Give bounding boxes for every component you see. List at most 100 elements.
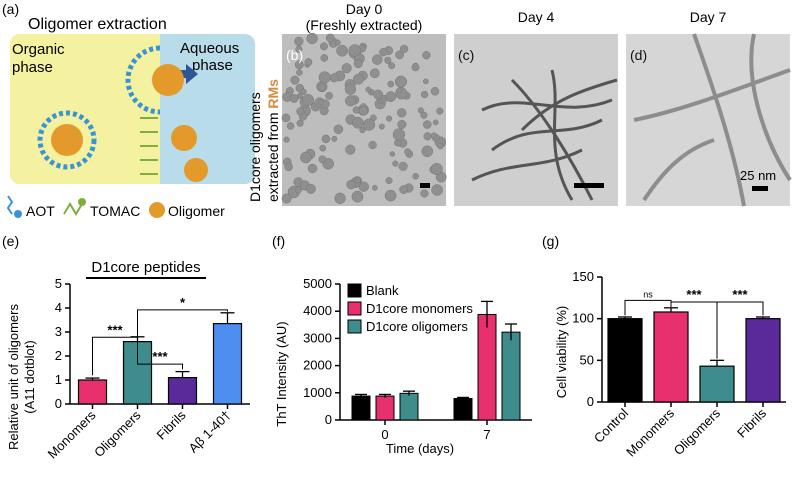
oligomer-particle — [372, 54, 383, 65]
tem-panel-day4: Day 4 (c) — [452, 0, 620, 210]
oligomer-particle — [286, 122, 295, 130]
chart-f-bar — [399, 392, 419, 421]
oligomer-particles — [281, 32, 447, 204]
chart-f-legend-label: D1core oligomers — [366, 319, 468, 334]
chart-g-bar — [699, 365, 735, 403]
oligomer-particle — [345, 144, 356, 155]
oligomer-particle — [422, 78, 429, 85]
chart-f-bar — [375, 395, 395, 421]
panel-f-label: (f) — [272, 233, 285, 249]
oligomer-particle — [421, 145, 434, 158]
aot-icon — [6, 195, 14, 215]
chart-f-y-tick-label: 5000 — [303, 276, 332, 291]
organic-phase-region — [10, 34, 160, 184]
oligomer-particle — [437, 142, 444, 150]
panel-c-label: (c) — [458, 47, 474, 63]
chart-f-y-tick-label: 1000 — [303, 385, 332, 400]
chart-g-y-tick-label: 150 — [572, 269, 594, 284]
chart-g-bar — [653, 311, 689, 403]
oligomer-particle — [351, 116, 364, 129]
chart-f-svg: (f) ThT Intensity (AU) Time (days) 0 1000… — [272, 233, 532, 456]
chart-e-bar — [167, 377, 198, 405]
chart-f-x-tick-label: 7 — [483, 427, 490, 442]
oligomer-icon — [149, 202, 165, 218]
oligomer-particle — [420, 90, 429, 99]
oligomer-particle — [412, 173, 419, 180]
oligomer-particle — [325, 33, 335, 43]
chart-g-significance-label: *** — [686, 287, 702, 302]
oligomer-particle — [294, 36, 304, 47]
chart-f-y-tick-label: 3000 — [303, 330, 332, 345]
chart-g-svg: (g) Cell viability (%) 0 50 100 150 ControlM… — [542, 233, 786, 460]
schematic-legend: AOT TOMAC Oligomer — [6, 195, 225, 219]
oligomer-particle — [384, 56, 392, 64]
oligomer-particle — [318, 155, 327, 164]
oligomer-transferring — [152, 64, 184, 96]
legend-tomac: TOMAC — [90, 203, 140, 219]
oligomer-particle — [385, 177, 393, 185]
chart-f-bar — [351, 395, 371, 421]
oligomer-particle — [378, 123, 385, 130]
side-label-bottom: extracted from RMs — [265, 79, 281, 202]
oligomer-particle — [294, 186, 302, 194]
oligomer-particle — [395, 50, 404, 60]
chart-f: (f) ThT Intensity (AU) Time (days) 0 1000… — [270, 232, 535, 481]
oligomer-particle — [397, 108, 407, 118]
oligomer-particle — [422, 51, 431, 60]
chart-g-y-tick-label: 50 — [580, 352, 594, 367]
oligomer-particle — [431, 184, 443, 196]
aqueous-label-2: phase — [192, 57, 233, 74]
scale-bar-c — [574, 183, 604, 188]
chart-e-x-tick-label: Monomers — [45, 407, 99, 461]
oligomer-particle — [345, 95, 357, 107]
oligomer-particle — [300, 151, 312, 164]
day0-subtitle: (Freshly extracted) — [306, 17, 423, 33]
oligomer-particle — [306, 32, 318, 45]
chart-f-bar — [477, 313, 497, 421]
oligomer-particle — [317, 99, 324, 105]
oligomer-particle — [294, 60, 304, 70]
chart-f-legend-label: Blank — [366, 283, 399, 298]
oligomer-particle — [283, 136, 290, 143]
oligomer-particle — [341, 63, 352, 74]
oligomer-particle — [436, 107, 444, 115]
chart-g-x-tick-label: Fibrils — [734, 405, 769, 440]
tem-panel-day7: Day 7 (d) 25 nm — [624, 0, 792, 210]
oligomer-particle — [430, 87, 440, 96]
oligomer-particle — [329, 73, 339, 83]
oligomer-particle — [351, 190, 364, 203]
panel-g-label: (g) — [542, 233, 559, 249]
side-label-top: D1core oligomers — [247, 92, 263, 202]
oligomer-particle — [354, 176, 361, 184]
schematic-title: Oligomer extraction — [28, 16, 167, 33]
tomac-icon — [63, 202, 83, 216]
day4-title: Day 4 — [518, 9, 555, 25]
oligomer-particle — [398, 161, 408, 171]
oligomer-extraction-schematic: (a) Oligomer extraction Organic phase Aq… — [2, 1, 255, 219]
oligomer-particle — [430, 132, 438, 139]
oligomer-particle — [281, 193, 292, 204]
mature-fibrils — [633, 33, 792, 207]
chart-g-x-tick-label: Monomers — [623, 405, 677, 459]
chart-e-significance-label: * — [180, 295, 186, 310]
chart-e-x-tick-label: Oligomers — [91, 407, 144, 460]
chart-e-y-tick-label: 1 — [55, 372, 62, 387]
organic-label-1: Organic — [12, 41, 65, 58]
oligomer-particle — [392, 160, 399, 167]
chart-f-y-tick-label: 0 — [325, 412, 332, 427]
oligomer-particle — [344, 83, 357, 95]
oligomer-particle — [369, 68, 380, 79]
oligomer-particle — [321, 134, 331, 144]
chart-g-significance-label: ns — [643, 289, 653, 299]
chart-e-y-tick-label: 4 — [55, 300, 62, 315]
oligomer-particle — [392, 128, 406, 141]
chart-e-ylabel-2: (A11 dotblot) — [22, 340, 37, 413]
chart-f-legend-swatch — [347, 301, 362, 316]
tem-side-label: D1core oligomers extracted from RMs — [242, 32, 286, 212]
oligomer-particle — [296, 92, 303, 99]
oligomer-particle — [319, 144, 327, 152]
oligomer-particle — [333, 124, 344, 135]
reverse-micelle-left — [37, 110, 97, 170]
chart-g-significance-label: *** — [732, 287, 748, 302]
panel-d-label: (d) — [630, 47, 647, 63]
